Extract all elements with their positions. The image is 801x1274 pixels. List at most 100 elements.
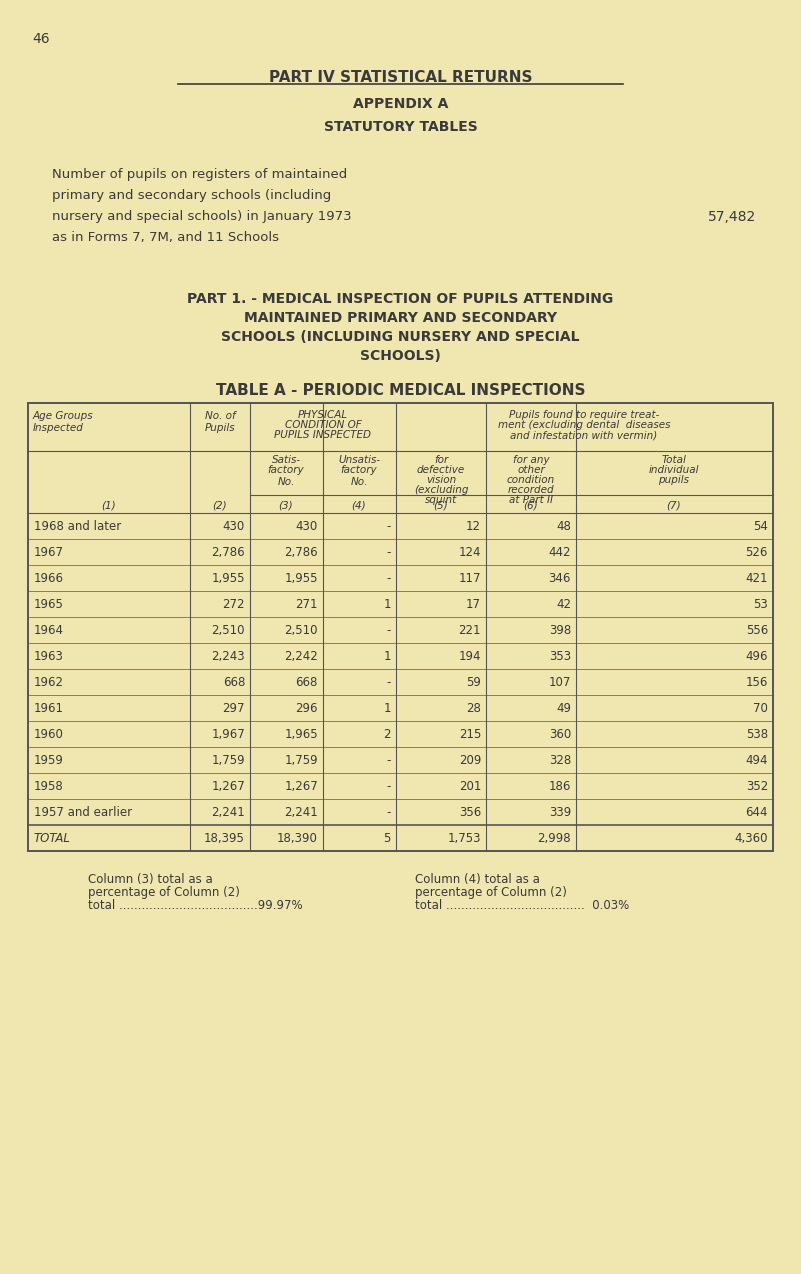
Text: -: - <box>387 806 391 819</box>
Text: 186: 186 <box>549 780 571 792</box>
Text: 272: 272 <box>223 598 245 612</box>
Text: 1967: 1967 <box>34 547 64 559</box>
Text: (3): (3) <box>279 499 293 510</box>
Text: 1960: 1960 <box>34 727 64 741</box>
Text: 215: 215 <box>459 727 481 741</box>
Text: 4,360: 4,360 <box>735 832 768 845</box>
Text: 496: 496 <box>746 650 768 662</box>
Text: 54: 54 <box>753 520 768 533</box>
Text: factory: factory <box>340 465 377 475</box>
Text: 42: 42 <box>556 598 571 612</box>
Text: 5: 5 <box>384 832 391 845</box>
Text: 194: 194 <box>458 650 481 662</box>
Text: 353: 353 <box>549 650 571 662</box>
Text: Pupils: Pupils <box>205 423 235 433</box>
Text: 2,242: 2,242 <box>284 650 318 662</box>
Text: 48: 48 <box>556 520 571 533</box>
Text: 430: 430 <box>223 520 245 533</box>
Text: -: - <box>387 754 391 767</box>
Text: PHYSICAL: PHYSICAL <box>298 410 348 420</box>
Text: 70: 70 <box>753 702 768 715</box>
Text: 156: 156 <box>746 676 768 689</box>
Text: 526: 526 <box>746 547 768 559</box>
Text: 296: 296 <box>296 702 318 715</box>
Text: (6): (6) <box>524 499 538 510</box>
Text: percentage of Column (2): percentage of Column (2) <box>415 885 567 899</box>
Text: individual: individual <box>649 465 699 475</box>
Text: 644: 644 <box>746 806 768 819</box>
Text: 2: 2 <box>384 727 391 741</box>
Text: 2,786: 2,786 <box>211 547 245 559</box>
Text: -: - <box>387 624 391 637</box>
Text: condition: condition <box>507 475 555 485</box>
Text: 2,243: 2,243 <box>211 650 245 662</box>
Text: defective: defective <box>417 465 465 475</box>
Text: SCHOOLS (INCLUDING NURSERY AND SPECIAL: SCHOOLS (INCLUDING NURSERY AND SPECIAL <box>221 330 580 344</box>
Text: Total: Total <box>662 455 686 465</box>
Text: (5): (5) <box>433 499 449 510</box>
Text: 668: 668 <box>223 676 245 689</box>
Text: 328: 328 <box>549 754 571 767</box>
Text: APPENDIX A: APPENDIX A <box>352 97 449 111</box>
Text: 360: 360 <box>549 727 571 741</box>
Text: factory: factory <box>268 465 304 475</box>
Text: 1,965: 1,965 <box>284 727 318 741</box>
Text: 356: 356 <box>459 806 481 819</box>
Text: Unsatis-: Unsatis- <box>338 455 380 465</box>
Text: 1: 1 <box>384 650 391 662</box>
Text: Column (3) total as a: Column (3) total as a <box>88 873 213 885</box>
Text: 339: 339 <box>549 806 571 819</box>
Text: for any: for any <box>513 455 549 465</box>
Text: (2): (2) <box>213 499 227 510</box>
Text: Satis-: Satis- <box>272 455 300 465</box>
Text: 1,759: 1,759 <box>211 754 245 767</box>
Text: 2,241: 2,241 <box>284 806 318 819</box>
Text: 2,241: 2,241 <box>211 806 245 819</box>
Text: 668: 668 <box>296 676 318 689</box>
Text: 430: 430 <box>296 520 318 533</box>
Text: No. of: No. of <box>205 412 235 420</box>
Text: percentage of Column (2): percentage of Column (2) <box>88 885 239 899</box>
Text: 46: 46 <box>32 32 50 46</box>
Text: -: - <box>387 547 391 559</box>
Text: 1961: 1961 <box>34 702 64 715</box>
Text: -: - <box>387 520 391 533</box>
Text: 1: 1 <box>384 598 391 612</box>
Text: 1963: 1963 <box>34 650 64 662</box>
Text: 494: 494 <box>746 754 768 767</box>
Text: 297: 297 <box>223 702 245 715</box>
Text: 1,967: 1,967 <box>211 727 245 741</box>
Text: 117: 117 <box>458 572 481 585</box>
Text: 1957 and earlier: 1957 and earlier <box>34 806 132 819</box>
Text: No.: No. <box>277 476 295 487</box>
Text: (7): (7) <box>666 499 682 510</box>
Text: 352: 352 <box>746 780 768 792</box>
Text: primary and secondary schools (including: primary and secondary schools (including <box>52 189 332 203</box>
Text: 1968 and later: 1968 and later <box>34 520 121 533</box>
Text: 1958: 1958 <box>34 780 64 792</box>
Text: 1,955: 1,955 <box>284 572 318 585</box>
Text: 2,510: 2,510 <box>211 624 245 637</box>
Text: 57,482: 57,482 <box>708 210 756 224</box>
Text: -: - <box>387 572 391 585</box>
Text: 2,510: 2,510 <box>284 624 318 637</box>
Text: Age Groups: Age Groups <box>33 412 94 420</box>
Text: 1962: 1962 <box>34 676 64 689</box>
Text: 556: 556 <box>746 624 768 637</box>
Text: (1): (1) <box>102 499 116 510</box>
Text: 538: 538 <box>746 727 768 741</box>
Text: 2,998: 2,998 <box>537 832 571 845</box>
Text: 49: 49 <box>556 702 571 715</box>
Text: 28: 28 <box>466 702 481 715</box>
Text: TOTAL: TOTAL <box>34 832 70 845</box>
Text: 346: 346 <box>549 572 571 585</box>
Text: nursery and special schools) in January 1973: nursery and special schools) in January … <box>52 210 352 223</box>
Text: Number of pupils on registers of maintained: Number of pupils on registers of maintai… <box>52 168 348 181</box>
Text: No.: No. <box>350 476 368 487</box>
Text: PART 1. - MEDICAL INSPECTION OF PUPILS ATTENDING: PART 1. - MEDICAL INSPECTION OF PUPILS A… <box>187 292 614 306</box>
Text: 1,759: 1,759 <box>284 754 318 767</box>
Text: 1964: 1964 <box>34 624 64 637</box>
Text: recorded: recorded <box>508 485 554 496</box>
Text: -: - <box>387 780 391 792</box>
Text: 442: 442 <box>549 547 571 559</box>
